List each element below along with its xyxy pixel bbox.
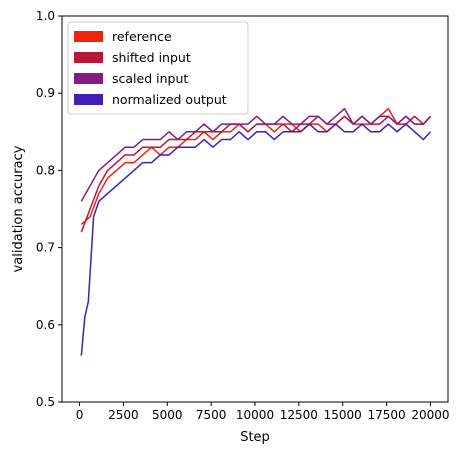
legend-box (67, 21, 249, 115)
legend-label-1: shifted input (112, 50, 191, 65)
x-tick-label: 2500 (108, 408, 139, 422)
legend-label-3: normalized output (112, 92, 227, 107)
x-tick-label: 0 (76, 408, 84, 422)
legend-swatch-1 (74, 52, 103, 63)
y-tick-label: 0.6 (36, 318, 55, 332)
x-tick-label: 10000 (236, 408, 274, 422)
series-line-2 (80, 107, 432, 202)
x-tick-label: 7500 (196, 408, 227, 422)
legend-label-0: reference (112, 29, 172, 44)
x-tick-label: 20000 (411, 408, 449, 422)
x-tick-label: 17500 (367, 408, 405, 422)
y-tick-label: 0.7 (36, 241, 55, 255)
series-line-3 (80, 123, 432, 356)
legend: reference shifted input scaled input normal… (67, 21, 249, 115)
legend-swatch-0 (74, 31, 103, 42)
legend-swatch-2 (74, 73, 103, 84)
x-tick-label: 15000 (324, 408, 362, 422)
series-layer (80, 107, 432, 356)
series-line-1 (80, 115, 432, 233)
y-tick-label: 1.0 (36, 9, 55, 23)
x-tick-label: 12500 (280, 408, 318, 422)
y-tick-label: 0.9 (36, 86, 55, 100)
y-tick-label: 0.5 (36, 395, 55, 409)
legend-swatch-3 (74, 94, 103, 105)
y-tick-label: 0.8 (36, 163, 55, 177)
legend-label-2: scaled input (112, 71, 188, 86)
x-tick-label: 5000 (152, 408, 183, 422)
x-axis-label: Step (240, 430, 270, 445)
axes-layer: 0 2500 5000 7500 10000 12500 15000 17500 20000 0.… (36, 9, 450, 422)
y-axis-label: validation accuracy (11, 145, 26, 272)
